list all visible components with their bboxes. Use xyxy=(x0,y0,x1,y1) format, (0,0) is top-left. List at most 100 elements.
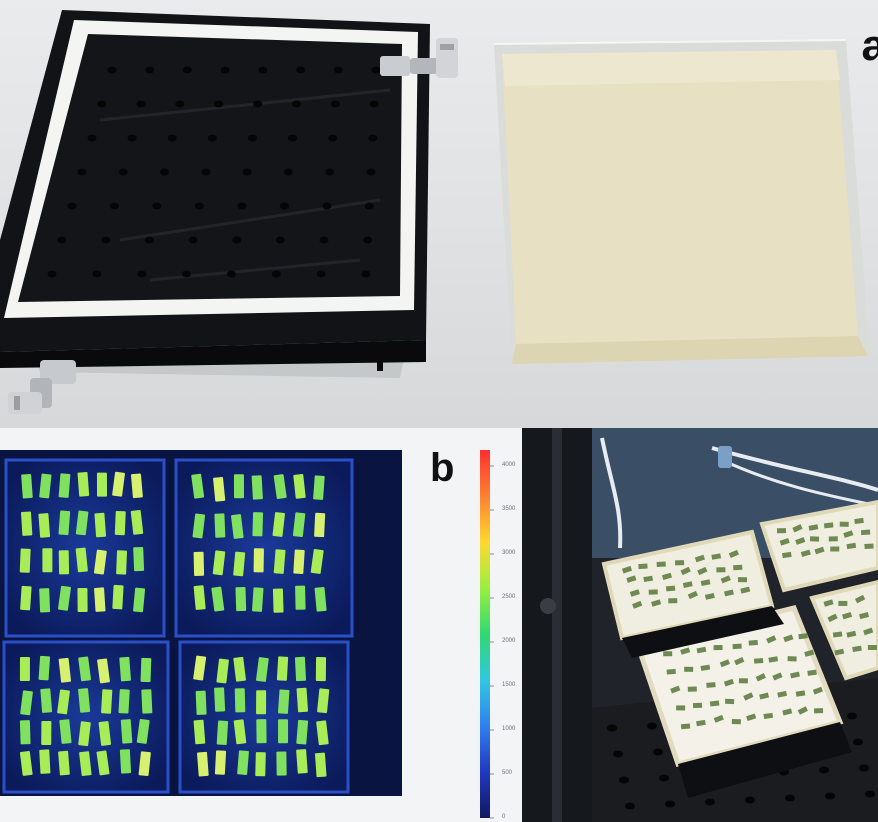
sample-strip xyxy=(843,530,854,538)
fluorescent-strip xyxy=(58,510,71,536)
fluorescent-strip xyxy=(77,587,88,613)
tray-hole xyxy=(47,270,57,278)
tray-hole xyxy=(333,66,343,74)
tray-hole xyxy=(67,202,77,210)
table-hole xyxy=(613,750,623,758)
fluorescent-strip xyxy=(114,510,126,536)
fluorescent-strip xyxy=(294,656,307,682)
fluorescent-strip xyxy=(120,719,133,744)
sample-strips xyxy=(621,517,877,730)
sample-strip xyxy=(725,698,735,705)
tray-hole xyxy=(368,134,378,142)
colorbar-tick-label: 0 xyxy=(502,814,506,820)
tray-hole xyxy=(152,202,162,210)
panel-b-scene xyxy=(0,450,494,819)
sample-strip xyxy=(852,645,862,653)
tray-hole xyxy=(287,134,297,142)
tray-hole xyxy=(194,202,204,210)
sample-strip xyxy=(733,564,743,571)
sample-strip xyxy=(680,566,691,576)
sample-strip xyxy=(867,645,877,651)
tray-hole xyxy=(364,202,374,210)
sample-strip xyxy=(648,589,658,595)
sample-strip xyxy=(839,521,849,527)
fluorescent-strip xyxy=(19,720,31,745)
fluorescent-strip xyxy=(58,473,71,498)
sample-strip xyxy=(724,589,734,597)
colorbar-ticks xyxy=(490,465,494,819)
sample-strip xyxy=(737,577,748,583)
sample-strip xyxy=(795,690,806,697)
tray-hole xyxy=(144,236,154,244)
sample-strip xyxy=(709,700,720,707)
sample-strip xyxy=(711,553,722,560)
tray-hole xyxy=(253,100,263,108)
tray-hole xyxy=(175,100,185,108)
sample-strip xyxy=(854,517,864,525)
fluorescent-strip xyxy=(310,549,324,574)
sample-strip xyxy=(790,671,800,679)
sample-strip xyxy=(768,656,779,663)
sample-strip xyxy=(798,633,808,640)
fluorescent-strip xyxy=(39,749,51,774)
sample-strip xyxy=(864,543,874,550)
sample-strip xyxy=(734,657,745,666)
fluorescent-strip xyxy=(214,687,226,712)
sample-strip xyxy=(694,554,705,563)
fluorescent-strip xyxy=(119,656,131,682)
fluorescent-strip xyxy=(101,689,113,714)
sample-strip xyxy=(787,656,797,662)
tray-hole xyxy=(371,66,381,74)
tray-hole xyxy=(137,270,147,278)
fluorescent-strip xyxy=(233,719,247,745)
sample-strip xyxy=(621,565,633,574)
sample-strip xyxy=(854,594,866,604)
tray-hole xyxy=(167,134,177,142)
sample-strip xyxy=(755,673,766,682)
table-hole xyxy=(847,712,857,720)
table-hole xyxy=(865,790,875,798)
fluorescent-strip xyxy=(256,690,267,715)
sample-strip xyxy=(731,718,741,725)
sample-strip xyxy=(782,708,793,716)
tray-hole xyxy=(118,168,128,176)
panel-label-a: a xyxy=(861,21,878,70)
fluorescent-strip xyxy=(78,688,91,713)
sample-strip xyxy=(763,712,774,719)
fluorescent-strip xyxy=(119,749,132,774)
fluorescent-strip xyxy=(293,473,306,499)
sample-strip xyxy=(812,686,824,695)
tray-hole xyxy=(207,134,217,142)
sample-strip xyxy=(782,551,792,559)
sample-strip xyxy=(675,560,685,566)
sample-strip xyxy=(680,647,691,655)
panel-a-scene xyxy=(0,10,870,414)
fluorescent-strip xyxy=(40,688,53,713)
panel-a-photo: a xyxy=(0,0,878,428)
fluorescent-strip xyxy=(313,475,325,500)
fluorescent-strip xyxy=(197,751,209,777)
tray-hole xyxy=(214,100,224,108)
sample-strip xyxy=(696,646,707,654)
sample-strip xyxy=(692,702,703,709)
sample-strip xyxy=(704,592,715,600)
table-hole xyxy=(853,738,863,746)
sample-strip xyxy=(720,575,731,584)
fluorescent-strip xyxy=(38,655,51,681)
sample-strip xyxy=(807,669,817,676)
table-hole xyxy=(625,802,635,810)
fluorescent-strip xyxy=(79,751,92,777)
sample-strip xyxy=(738,678,748,684)
sample-strip xyxy=(740,586,751,594)
fluorescent-strip xyxy=(276,656,289,681)
tray-hole xyxy=(109,202,119,210)
fluorescent-strip xyxy=(130,510,144,535)
sample-strip xyxy=(834,648,845,656)
tray-hole xyxy=(107,66,117,74)
fluorescent-strip xyxy=(112,584,124,610)
tray-hole xyxy=(366,168,376,176)
sample-strip xyxy=(666,668,676,675)
fluorescent-strip xyxy=(116,550,127,575)
sample-strip xyxy=(830,546,840,552)
sample-strip xyxy=(728,549,740,559)
